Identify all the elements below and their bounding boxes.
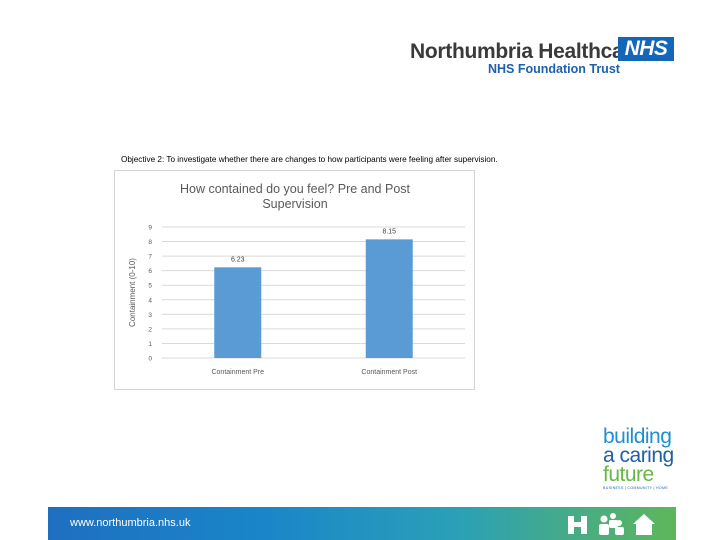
objective-heading: Objective 2: To investigate whether ther… <box>121 155 498 164</box>
y-tick-label: 7 <box>148 254 152 261</box>
bcf-tagline: BUSINESS | COMMUNITY | HOME <box>603 486 669 490</box>
y-axis-label: Containment (0-10) <box>128 258 137 327</box>
chart-title-line: How contained do you feel? Pre and Post <box>180 182 411 196</box>
y-tick-label: 6 <box>148 268 152 275</box>
y-tick-label: 1 <box>148 341 152 348</box>
y-tick-label: 0 <box>148 356 152 363</box>
bcf-line-2: a caring <box>603 444 674 467</box>
bar-chart: How contained do you feel? Pre and PostS… <box>128 182 465 376</box>
org-subtitle: NHS Foundation Trust <box>488 62 620 76</box>
y-tick-label: 5 <box>148 283 152 290</box>
data-label: 6.23 <box>231 256 245 263</box>
chart-panel: How contained do you feel? Pre and Post S… <box>114 170 475 390</box>
chart-title-line: Supervision <box>262 197 327 211</box>
y-tick-label: 9 <box>148 225 152 232</box>
org-name: Northumbria Healthcare <box>410 40 643 63</box>
bar-2 <box>365 239 413 358</box>
home-icon <box>633 514 655 535</box>
x-tick-label: Containment Pre <box>211 369 264 376</box>
y-tick-label: 4 <box>148 297 152 304</box>
y-tick-label: 8 <box>148 239 152 246</box>
people-icon <box>599 513 624 535</box>
data-label: 8.15 <box>382 228 396 235</box>
y-tick-label: 2 <box>148 326 152 333</box>
nhs-logo: NHS <box>618 37 674 61</box>
y-tick-label: 3 <box>148 312 152 319</box>
x-tick-label: Containment Post <box>361 369 417 376</box>
bcf-line-3: future <box>603 463 654 486</box>
hospital-icon <box>568 516 587 534</box>
bcf-line-1: building <box>603 425 672 448</box>
bar-1 <box>214 267 262 358</box>
building-a-caring-future-logo: building a caring future BUSINESS | COMM… <box>603 425 683 490</box>
footer-url[interactable]: www.northumbria.nhs.uk <box>70 517 191 529</box>
